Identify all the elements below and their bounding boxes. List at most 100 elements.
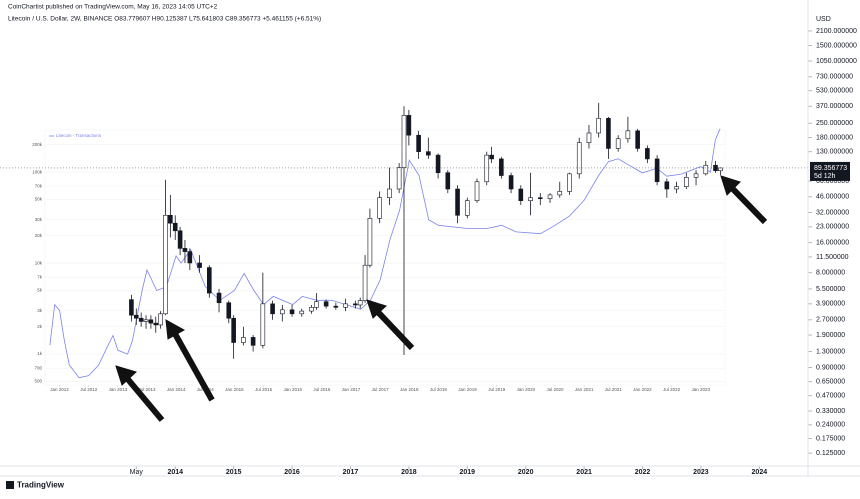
candle-body: [197, 262, 202, 268]
y-tick-label: 0.175000: [816, 435, 845, 442]
candle-body: [323, 301, 329, 307]
x-tick-label: Jul 2016: [313, 387, 331, 392]
candle-body: [401, 115, 407, 168]
candle-body: [654, 158, 660, 183]
y-tick-label: 1k: [37, 351, 43, 356]
candle-body: [280, 309, 285, 315]
candle-body: [129, 299, 134, 316]
x-tick-label: Jul 2017: [372, 387, 390, 392]
x-tick-label: Jan 2020: [517, 387, 536, 392]
y-tick-label: 2k: [37, 324, 43, 329]
candle-body: [445, 172, 451, 190]
y-tick-label: 730.000000: [816, 74, 853, 81]
x-tick-label: Jul 2015: [255, 387, 273, 392]
candle-body: [684, 177, 689, 187]
x-tick-label: 2015: [226, 469, 242, 476]
candle-body: [177, 230, 183, 249]
x-tick-label: 2016: [284, 469, 300, 476]
candle-body: [148, 319, 154, 324]
y-tick-label: 23.000000: [816, 224, 849, 231]
x-tick-label: May: [130, 469, 144, 476]
candle-body: [207, 267, 212, 294]
candle-body: [547, 194, 553, 199]
candle-body: [333, 305, 339, 308]
x-tick-label: 2021: [576, 469, 592, 476]
x-tick-label: Jul 2022: [663, 387, 681, 392]
candle-body: [625, 130, 631, 140]
y-tick-label: 180.000000: [816, 134, 853, 141]
candle-body: [464, 200, 470, 216]
candle-body: [133, 314, 139, 319]
y-tick-label: 8.000000: [816, 270, 845, 277]
candle-body: [455, 188, 460, 216]
series-line: [49, 128, 721, 379]
x-tick-label: Jan 2022: [633, 387, 652, 392]
candle-body: [576, 142, 582, 175]
candle-body: [172, 222, 178, 232]
candle-body: [250, 337, 256, 346]
y-tick-label: 30k: [35, 217, 43, 222]
candle-body: [567, 173, 572, 192]
price-panel: 2100.000000 1500.000000 1050.000000 730.000…: [0, 28, 857, 476]
candle-body: [353, 303, 358, 306]
candle-body: [362, 264, 368, 301]
brand: TradingView: [17, 481, 65, 490]
price-axis-label: USD: [816, 16, 831, 23]
candle-body: [489, 154, 494, 160]
candle-body: [635, 130, 640, 149]
legend-label: Litecoin - Transactions: [56, 133, 102, 138]
candle-body: [645, 148, 650, 160]
y-tick-label: 50k: [35, 197, 43, 202]
y-tick-label: 20k: [35, 233, 43, 238]
candle-body: [615, 138, 621, 149]
candle-body: [435, 154, 441, 174]
y-tick-label: 1500.000000: [816, 42, 857, 49]
y-tick-label: 0.650000: [816, 378, 845, 385]
y-tick-label: 5k: [37, 288, 43, 293]
last-price-box: [810, 161, 850, 181]
candle-body: [674, 186, 679, 190]
countdown-label: 5d 12h: [814, 173, 836, 180]
y-tick-label: 0.470000: [816, 393, 845, 400]
x-tick-label: 2014: [167, 469, 183, 476]
candle-body: [693, 173, 699, 178]
x-tick-label: Jan 2012: [50, 387, 69, 392]
candle-body: [406, 115, 412, 136]
candle-body: [343, 303, 348, 308]
x-tick-label: Jan 2017: [342, 387, 361, 392]
candle-body: [216, 292, 222, 304]
candle-body: [484, 154, 490, 183]
x-tick-label: Jan 2018: [400, 387, 419, 392]
candle-body: [241, 337, 246, 343]
y-tick-label: 46.000000: [816, 194, 849, 201]
last-price-label: 89.356773: [814, 165, 847, 172]
candle-body: [426, 151, 431, 156]
x-tick-label: Jul 2018: [430, 387, 448, 392]
y-tick-label: 250.000000: [816, 120, 853, 127]
y-tick-label: 16.000000: [816, 239, 849, 246]
y-tick-label: 1.300000: [816, 348, 845, 355]
y-tick-label: 370.000000: [816, 103, 853, 110]
y-tick-label: 3.900000: [816, 301, 845, 308]
y-tick-label: 0.330000: [816, 408, 845, 415]
y-tick-label: 3k: [37, 308, 43, 313]
candle-body: [474, 181, 480, 201]
candle-body: [138, 317, 144, 322]
candle-body: [499, 158, 504, 176]
candle-body: [314, 301, 319, 308]
y-tick-label: 0.125000: [816, 450, 845, 457]
x-tick-label: 2019: [459, 469, 475, 476]
y-tick-label: 100k: [32, 169, 43, 174]
candle-body: [387, 188, 392, 199]
x-tick-label: Jul 2019: [488, 387, 506, 392]
candle-body: [518, 188, 524, 201]
candle-body: [528, 197, 533, 201]
y-tick-label: 200k: [32, 142, 43, 147]
y-tick-label: 0.900000: [816, 364, 845, 371]
candle-body: [557, 191, 563, 196]
x-tick-label: Jan 2013: [109, 387, 128, 392]
candle-body: [718, 167, 723, 172]
y-tick-label: 11.500000: [816, 254, 849, 261]
x-tick-label: Jul 2021: [605, 387, 623, 392]
